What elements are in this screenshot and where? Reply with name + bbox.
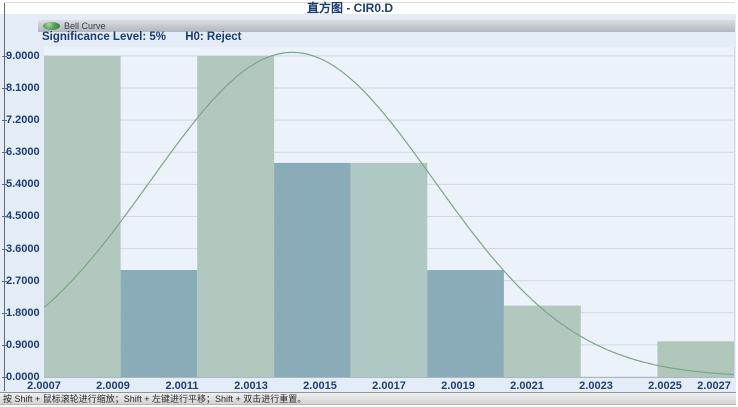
plot-svg [44,51,734,377]
histogram-bar[interactable] [44,55,121,377]
y-axis-tick-label: 1.8000 [6,306,40,319]
x-axis-tick-label: 2.0025 [648,380,682,392]
chart-title: 直方图 - CIR0.D [306,1,393,15]
x-axis-tick-label: 2.0017 [372,380,406,392]
y-axis-tick [2,184,7,186]
y-axis-tick [2,248,7,250]
y-axis-tick [2,55,7,57]
plot-area[interactable] [44,47,735,378]
y-axis-tick [2,120,7,122]
y-axis-tick [2,377,7,378]
status-bar: 按 Shift + 鼠标滚轮进行缩放；Shift + 左键进行平移；Shift … [0,392,736,405]
y-axis-tick-label: 8.1000 [6,82,40,95]
y-axis-tick [2,216,7,218]
histogram-bar[interactable] [350,162,428,377]
y-axis-tick-label: 2.7000 [6,274,40,287]
x-axis-tick-label: 2.0019 [441,380,475,392]
x-axis-tick-label: 2.0013 [234,380,268,392]
x-axis-tick-label: 2.0009 [96,380,130,392]
y-axis-tick-label: 0.9000 [6,338,40,351]
legend-item-bell-curve[interactable]: Bell Curve [38,20,735,32]
bell-curve-marker-icon [43,22,60,30]
legend-bar: Bell Curve [38,19,735,32]
significance-row: Significance Level: 5% H0: Reject [42,30,241,44]
x-axis-tick-label: 2.0027 [697,380,731,392]
bell-curve-line [44,51,734,376]
y-axis-tick-label: 3.6000 [6,242,40,255]
y-axis-tick-label: 4.5000 [6,210,40,223]
x-axis-tick-label: 2.0015 [303,380,337,392]
y-axis-tick [2,344,7,346]
histogram-bar[interactable] [427,270,504,377]
y-axis-tick [2,312,7,314]
y-axis-tick-label: 6.3000 [6,146,40,159]
y-axis-tick-label: 9.0000 [6,49,40,62]
status-hint: 按 Shift + 鼠标滚轮进行缩放；Shift + 左键进行平移；Shift … [3,394,307,404]
histogram-bar[interactable] [120,270,198,377]
x-axis-tick-label: 2.0007 [27,380,61,392]
y-axis-tick-label: 7.2000 [6,114,40,127]
y-axis-tick [2,88,7,90]
y-axis-tick [2,280,7,282]
h0-result-label: H0: Reject [185,31,242,43]
significance-level-label: Significance Level: 5% [42,31,166,43]
histogram-bar[interactable] [274,162,351,377]
histogram-bar[interactable] [197,55,275,377]
legend-label: Bell Curve [64,21,106,31]
x-axis-tick-label: 2.0023 [579,380,613,392]
y-axis-tick [2,152,7,154]
y-axis-tick-label: 5.4000 [6,178,40,191]
panel-top-border [4,2,735,3]
y-axis-tick-label: 0.0000 [6,371,40,383]
x-axis-tick-label: 2.0021 [510,380,544,392]
x-axis-tick-label: 2.0011 [165,380,199,392]
histogram-bar[interactable] [503,305,581,377]
y-axis-line [4,3,5,391]
